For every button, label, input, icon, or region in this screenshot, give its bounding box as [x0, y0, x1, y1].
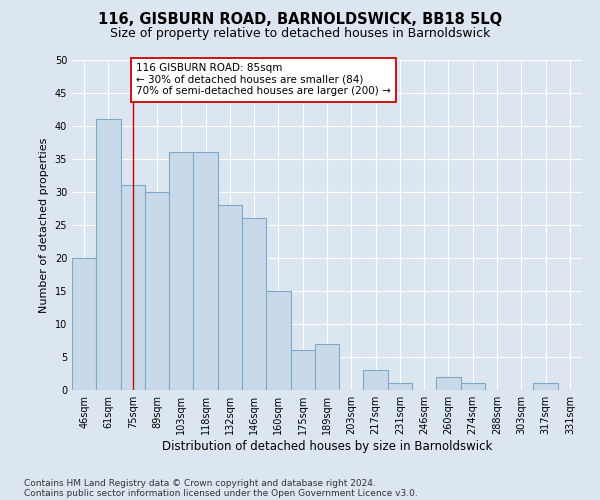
Bar [388, 384, 412, 390]
Text: Size of property relative to detached houses in Barnoldswick: Size of property relative to detached ho… [110, 28, 490, 40]
Y-axis label: Number of detached properties: Number of detached properties [39, 138, 49, 312]
Text: 116 GISBURN ROAD: 85sqm
← 30% of detached houses are smaller (84)
70% of semi-de: 116 GISBURN ROAD: 85sqm ← 30% of detache… [136, 64, 391, 96]
Bar [121, 186, 145, 390]
Bar [218, 205, 242, 390]
Bar [461, 384, 485, 390]
Bar [193, 152, 218, 390]
Bar [96, 120, 121, 390]
Text: Contains public sector information licensed under the Open Government Licence v3: Contains public sector information licen… [24, 488, 418, 498]
Bar [145, 192, 169, 390]
Bar [533, 384, 558, 390]
Bar [436, 377, 461, 390]
Bar [290, 350, 315, 390]
Text: Contains HM Land Registry data © Crown copyright and database right 2024.: Contains HM Land Registry data © Crown c… [24, 478, 376, 488]
Bar [364, 370, 388, 390]
Bar [72, 258, 96, 390]
Bar [266, 291, 290, 390]
Bar [242, 218, 266, 390]
Bar [315, 344, 339, 390]
Bar [169, 152, 193, 390]
Text: 116, GISBURN ROAD, BARNOLDSWICK, BB18 5LQ: 116, GISBURN ROAD, BARNOLDSWICK, BB18 5L… [98, 12, 502, 28]
X-axis label: Distribution of detached houses by size in Barnoldswick: Distribution of detached houses by size … [162, 440, 492, 453]
